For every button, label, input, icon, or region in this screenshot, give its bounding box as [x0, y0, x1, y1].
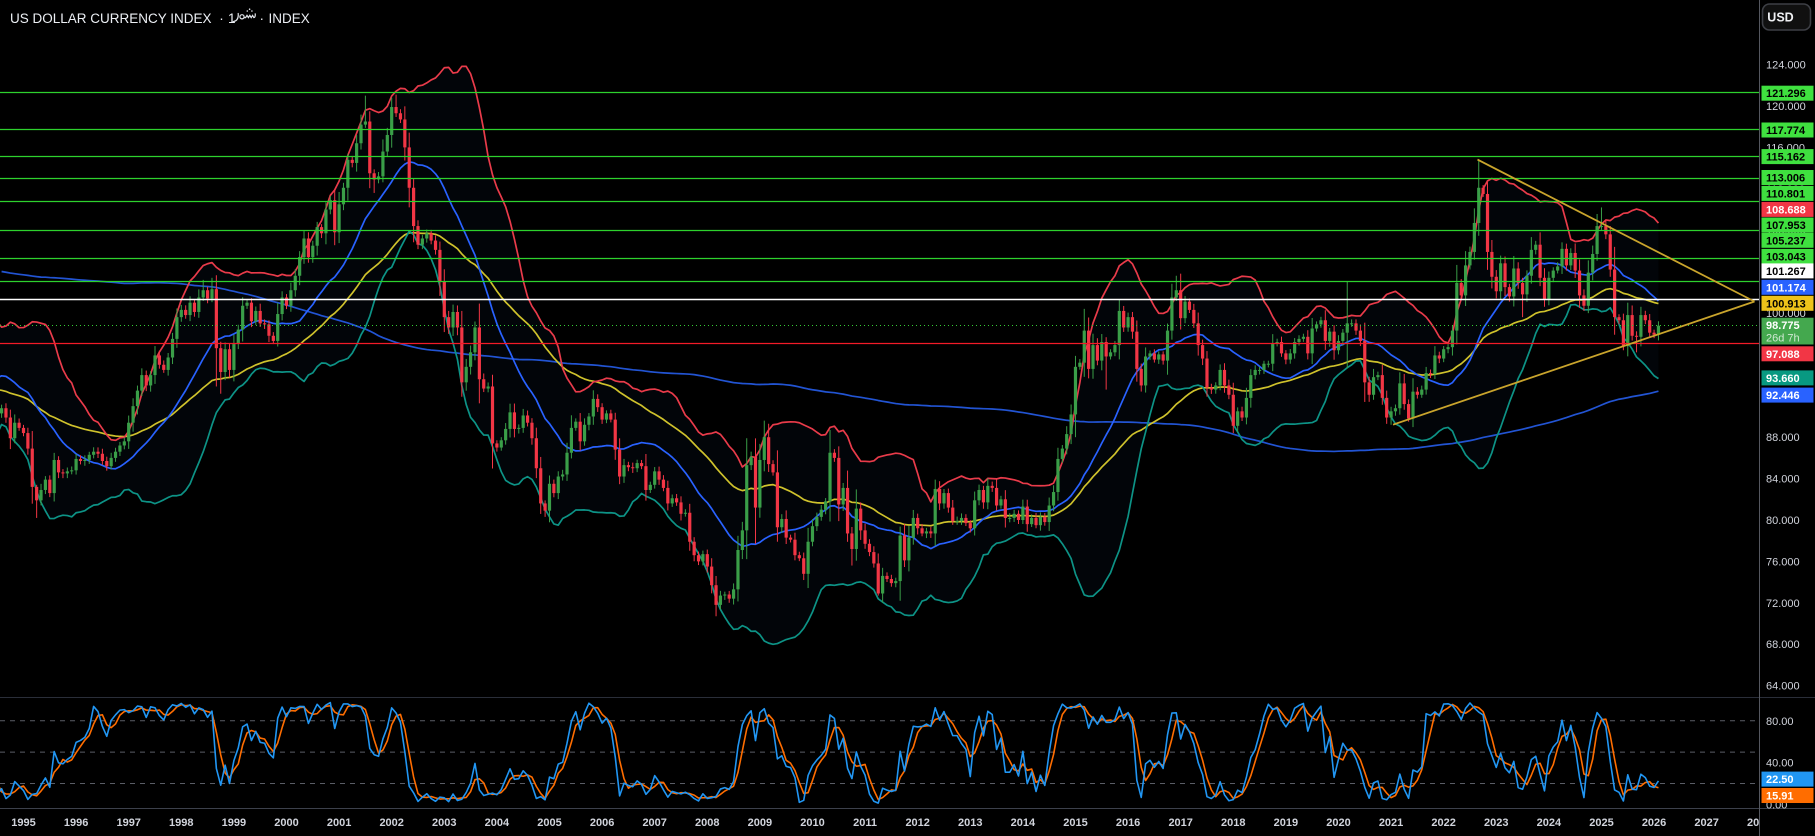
svg-text:68.000: 68.000 [1766, 639, 1800, 651]
svg-text:101.267: 101.267 [1766, 266, 1806, 278]
svg-text:1996: 1996 [64, 817, 88, 829]
svg-text:1997: 1997 [116, 817, 140, 829]
svg-text:115.162: 115.162 [1766, 152, 1805, 164]
svg-text:2023: 2023 [1484, 817, 1508, 829]
svg-text:1998: 1998 [169, 817, 193, 829]
svg-text:2018: 2018 [1221, 817, 1245, 829]
svg-text:124.000: 124.000 [1766, 60, 1806, 72]
svg-text:2025: 2025 [1589, 817, 1613, 829]
svg-text:2009: 2009 [748, 817, 772, 829]
svg-text:80.000: 80.000 [1766, 515, 1800, 527]
svg-text:2007: 2007 [642, 817, 666, 829]
svg-text:2019: 2019 [1274, 817, 1298, 829]
svg-text:2004: 2004 [485, 817, 510, 829]
svg-text:2006: 2006 [590, 817, 614, 829]
svg-text:97.088: 97.088 [1766, 349, 1800, 361]
svg-text:USD: USD [1767, 11, 1793, 25]
svg-text:2003: 2003 [432, 817, 456, 829]
svg-text:2017: 2017 [1168, 817, 1192, 829]
svg-text:107.953: 107.953 [1766, 220, 1806, 232]
svg-text:2001: 2001 [327, 817, 351, 829]
svg-text:117.774: 117.774 [1766, 125, 1806, 137]
svg-text:2013: 2013 [958, 817, 982, 829]
svg-text:2021: 2021 [1379, 817, 1403, 829]
svg-text:72.000: 72.000 [1766, 598, 1800, 610]
svg-text:92.446: 92.446 [1766, 390, 1800, 402]
svg-text:101.174: 101.174 [1766, 282, 1807, 294]
svg-text:110.801: 110.801 [1766, 188, 1805, 200]
svg-text:2022: 2022 [1431, 817, 1455, 829]
svg-text:1995: 1995 [11, 817, 35, 829]
svg-text:22.50: 22.50 [1766, 774, 1794, 786]
svg-text:98.775: 98.775 [1766, 320, 1800, 332]
svg-text:2011: 2011 [853, 817, 877, 829]
svg-text:2014: 2014 [1011, 817, 1036, 829]
svg-text:2015: 2015 [1063, 817, 1087, 829]
svg-text:103.043: 103.043 [1766, 251, 1806, 263]
svg-text:84.000: 84.000 [1766, 474, 1800, 486]
svg-text:88.000: 88.000 [1766, 432, 1800, 444]
svg-text:2012: 2012 [905, 817, 929, 829]
svg-text:15.91: 15.91 [1766, 791, 1794, 803]
svg-text:26d 7h: 26d 7h [1766, 333, 1800, 345]
svg-text:1999: 1999 [222, 817, 246, 829]
svg-text:2010: 2010 [800, 817, 824, 829]
svg-text:76.000: 76.000 [1766, 556, 1800, 568]
svg-text:105.237: 105.237 [1766, 235, 1806, 247]
svg-text:INDEX: INDEX [269, 11, 310, 26]
svg-text:US DOLLAR CURRENCY INDEX: US DOLLAR CURRENCY INDEX [10, 11, 212, 26]
svg-text:2005: 2005 [537, 817, 561, 829]
svg-text:108.688: 108.688 [1766, 204, 1806, 216]
svg-text:80.00: 80.00 [1766, 716, 1794, 728]
svg-text:2028: 2028 [1747, 817, 1771, 829]
svg-text:100.000: 100.000 [1766, 308, 1806, 320]
svg-text:2027: 2027 [1694, 817, 1718, 829]
svg-text:2024: 2024 [1537, 817, 1562, 829]
svg-text:113.006: 113.006 [1766, 173, 1805, 185]
svg-text:2026: 2026 [1642, 817, 1666, 829]
svg-text:2008: 2008 [695, 817, 719, 829]
svg-text:2000: 2000 [274, 817, 298, 829]
svg-text:2016: 2016 [1116, 817, 1140, 829]
svg-text:120.000: 120.000 [1766, 101, 1806, 113]
svg-text:2002: 2002 [379, 817, 403, 829]
svg-text:121.296: 121.296 [1766, 88, 1806, 100]
svg-text:93.660: 93.660 [1766, 373, 1800, 385]
svg-text:40.00: 40.00 [1766, 758, 1794, 770]
svg-text:·: · [219, 11, 224, 26]
svg-text:64.000: 64.000 [1766, 681, 1800, 693]
svg-text:100.913: 100.913 [1766, 298, 1806, 310]
svg-text:2020: 2020 [1326, 817, 1350, 829]
svg-text:·: · [260, 11, 265, 26]
svg-text:1: 1 [228, 11, 236, 26]
